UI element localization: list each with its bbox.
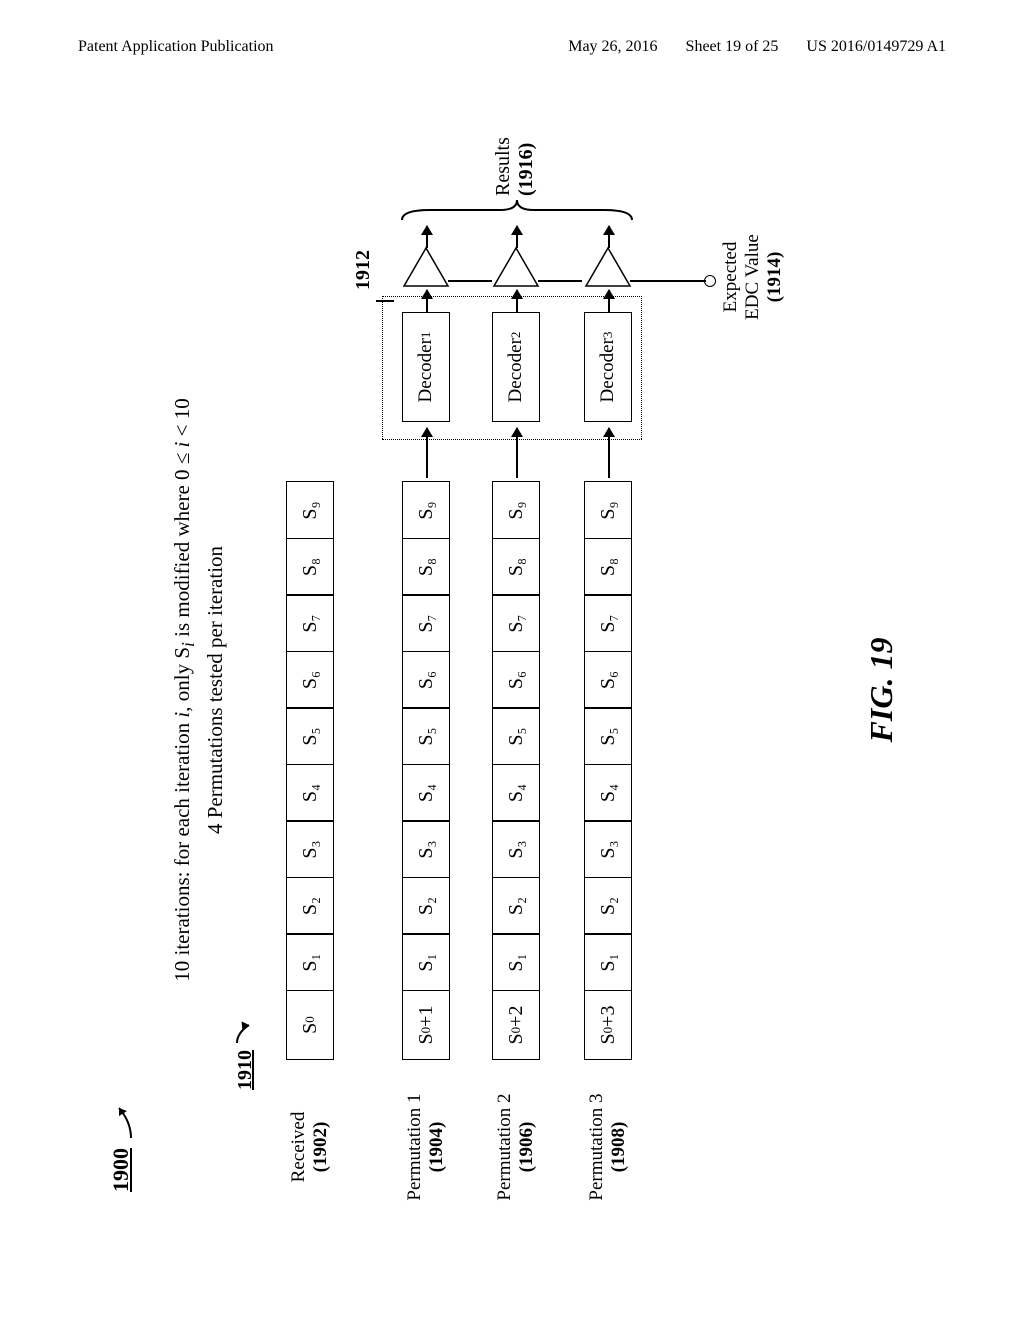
symbol-row: S0+3S₁S₂S₃S₄S₅S₆S₇S₈S₉ [584, 482, 632, 1061]
symbol-cell: S₉ [402, 482, 450, 540]
symbol-cell: S₃ [584, 821, 632, 879]
symbol-row: S0+1S₁S₂S₃S₄S₅S₆S₇S₈S₉ [402, 482, 450, 1061]
symbol-cell: S0 [286, 990, 334, 1060]
figure-inner: 1900 1910 10 iterations: for each iterat… [100, 150, 920, 1230]
arrow-to-result-icon [426, 226, 428, 248]
arrow-to-comparator-icon [516, 290, 518, 312]
symbol-cell: S₆ [492, 651, 540, 709]
decoder-box: Decoder2 [492, 312, 540, 422]
symbol-cell: S₅ [402, 708, 450, 766]
comparator-icon [492, 244, 540, 288]
arrow-to-comparator-icon [426, 290, 428, 312]
ref-arrow-icon [111, 1099, 135, 1143]
arrow-to-result-icon [608, 226, 610, 248]
symbol-cell: S₄ [286, 764, 334, 822]
symbol-cell: S₆ [286, 651, 334, 709]
figure-title: 1910 10 iterations: for each iteration i… [170, 150, 228, 1230]
edc-feed-line [448, 280, 492, 282]
symbol-cell: S₆ [584, 651, 632, 709]
comparator-icon [584, 244, 632, 288]
symbol-row: S0S₁S₂S₃S₄S₅S₆S₇S₈S₉ [286, 482, 334, 1061]
permutation-label: Permutation 3(1908) [586, 1072, 630, 1222]
header-pubno: US 2016/0149729 A1 [806, 38, 946, 56]
symbol-cell: S₇ [286, 595, 334, 653]
symbol-cell: S₁ [492, 934, 540, 992]
page-header: Patent Application Publication May 26, 2… [0, 38, 1024, 56]
arrow-to-result-icon [516, 226, 518, 248]
ref-1900: 1900 [108, 1099, 135, 1193]
symbol-cell: S₄ [402, 764, 450, 822]
arrow-to-decoder-icon [426, 428, 428, 478]
symbol-cell: S₂ [492, 877, 540, 935]
symbol-cell: S₁ [286, 934, 334, 992]
symbol-cell: S₉ [584, 482, 632, 540]
header-sheet: Sheet 19 of 25 [686, 38, 779, 56]
symbol-row: S0+2S₁S₂S₃S₄S₅S₆S₇S₈S₉ [492, 482, 540, 1061]
symbol-cell: S₈ [584, 538, 632, 596]
received-label: Received(1902) [288, 1072, 332, 1222]
arrow-to-comparator-icon [608, 290, 610, 312]
symbol-cell: S₃ [286, 821, 334, 879]
figure-rotated-container: 1900 1910 10 iterations: for each iterat… [0, 280, 1024, 1100]
symbol-cell: S₉ [492, 482, 540, 540]
symbol-cell: S₇ [584, 595, 632, 653]
symbol-cell: S₅ [492, 708, 540, 766]
symbol-cell: S₅ [584, 708, 632, 766]
symbol-cell: S₄ [584, 764, 632, 822]
symbol-cell: S₇ [492, 595, 540, 653]
symbol-cell: S₂ [584, 877, 632, 935]
arrow-to-decoder-icon [516, 428, 518, 478]
symbol-cell: S₃ [402, 821, 450, 879]
header-date: May 26, 2016 [568, 38, 657, 56]
decoder-box: Decoder3 [584, 312, 632, 422]
arrow-to-decoder-icon [608, 428, 610, 478]
symbol-cell: S₁ [584, 934, 632, 992]
symbol-cell: S₃ [492, 821, 540, 879]
symbol-cell: S₈ [492, 538, 540, 596]
comparator-icon [402, 244, 450, 288]
symbol-cell: S₈ [402, 538, 450, 596]
permutation-label: Permutation 1(1904) [404, 1072, 448, 1222]
symbol-cell: S₇ [402, 595, 450, 653]
symbol-cell: S0+2 [492, 990, 540, 1060]
symbol-cell: S₄ [492, 764, 540, 822]
figure-caption: FIG. 19 [863, 150, 900, 1230]
decoder-box: Decoder1 [402, 312, 450, 422]
edc-leader-line [648, 280, 706, 282]
symbol-cell: S₆ [402, 651, 450, 709]
edc-label: Expected EDC Value (1914) [720, 222, 786, 332]
ref-1910-arrow-icon [235, 1015, 257, 1045]
permutation-label: Permutation 2(1906) [494, 1072, 538, 1222]
symbol-cell: S0+3 [584, 990, 632, 1060]
edc-feed-line [538, 280, 582, 282]
ref-1912: 1912 [352, 250, 375, 290]
ref-1910: 1910 [234, 1015, 257, 1090]
symbol-cell: S₉ [286, 482, 334, 540]
symbol-cell: S₂ [286, 877, 334, 935]
results-label: Results (1916) [492, 137, 538, 196]
symbol-cell: S₅ [286, 708, 334, 766]
results-brace-icon [400, 198, 634, 224]
symbol-cell: S0+1 [402, 990, 450, 1060]
symbol-cell: S₈ [286, 538, 334, 596]
header-left: Patent Application Publication [78, 38, 274, 56]
ref-1912-leader [376, 300, 394, 302]
symbol-cell: S₂ [402, 877, 450, 935]
symbol-cell: S₁ [402, 934, 450, 992]
